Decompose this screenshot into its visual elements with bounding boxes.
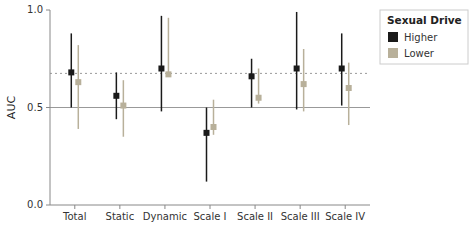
point bbox=[165, 71, 171, 77]
point bbox=[211, 124, 217, 130]
interval bbox=[206, 108, 208, 182]
x-tick-label: Scale IV bbox=[325, 211, 365, 222]
point bbox=[256, 95, 262, 101]
x-tick-label: Total bbox=[62, 211, 86, 222]
y-tick-label: 0.5 bbox=[27, 102, 43, 113]
x-tick-label: Scale II bbox=[237, 211, 273, 222]
point bbox=[75, 79, 81, 85]
y-tick bbox=[46, 107, 50, 108]
point bbox=[249, 73, 255, 79]
point bbox=[120, 103, 126, 109]
interval bbox=[296, 12, 298, 110]
x-tick bbox=[74, 205, 75, 209]
legend-title: Sexual Drive bbox=[387, 14, 462, 26]
interval bbox=[168, 18, 170, 77]
point bbox=[158, 66, 164, 72]
plot-area bbox=[50, 12, 370, 182]
interval bbox=[303, 49, 305, 111]
interval bbox=[251, 59, 253, 108]
x-tick bbox=[300, 205, 301, 209]
x-tick-label: Scale I bbox=[193, 211, 226, 222]
chart: 0.0 0.5 1.0 Total Static Dynamic Scale I Scale … bbox=[0, 0, 474, 231]
point bbox=[346, 85, 352, 91]
reference-line bbox=[50, 107, 370, 108]
x-tick bbox=[119, 205, 120, 209]
reference-line bbox=[50, 73, 370, 74]
y-tick-label: 1.0 bbox=[27, 4, 43, 15]
legend: Sexual Drive Higher Lower bbox=[380, 10, 468, 64]
point bbox=[294, 66, 300, 72]
point bbox=[301, 81, 307, 87]
x-tick bbox=[164, 205, 165, 209]
y-axis-label: AUC bbox=[5, 96, 18, 120]
legend-label: Higher bbox=[404, 32, 438, 43]
legend-label: Lower bbox=[404, 48, 435, 59]
point bbox=[113, 93, 119, 99]
point bbox=[68, 69, 74, 75]
interval bbox=[348, 63, 350, 125]
x-tick bbox=[255, 205, 256, 209]
x-tick-label: Dynamic bbox=[143, 211, 187, 222]
y-tick bbox=[46, 10, 50, 11]
x-tick-label: Static bbox=[106, 211, 135, 222]
y-tick-label: 0.0 bbox=[27, 199, 43, 210]
point bbox=[339, 66, 345, 72]
x-tick bbox=[345, 205, 346, 209]
interval bbox=[161, 16, 163, 112]
point bbox=[204, 130, 210, 136]
x-tick bbox=[210, 205, 211, 209]
x-tick-label: Scale III bbox=[281, 211, 320, 222]
interval bbox=[78, 45, 80, 129]
y-tick bbox=[46, 205, 50, 206]
legend-swatch bbox=[388, 32, 398, 42]
legend-box bbox=[380, 10, 468, 64]
legend-swatch bbox=[388, 48, 398, 58]
